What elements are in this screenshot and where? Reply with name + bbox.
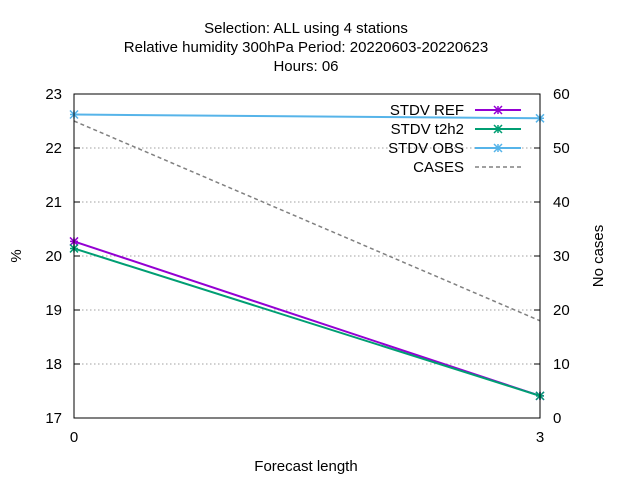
y2-axis-ticks: 0 10 20 30 40 50 60: [534, 86, 570, 427]
y-axis-label: %: [8, 249, 25, 262]
y-tick-label-20: 20: [45, 248, 62, 265]
title-line-1: Selection: ALL using 4 stations: [204, 20, 408, 37]
legend-label-stdv-t2h2: STDV t2h2: [391, 121, 464, 138]
series-lines: [69, 109, 545, 401]
x-axis-label: Forecast length: [254, 458, 357, 475]
y2-tick-label-10: 10: [553, 356, 570, 373]
y-tick-label-18: 18: [45, 356, 62, 373]
chart-title: Selection: ALL using 4 stations Relative …: [124, 20, 488, 75]
y-tick-label-23: 23: [45, 86, 62, 103]
y-tick-label-22: 22: [45, 140, 62, 157]
y2-tick-label-60: 60: [553, 86, 570, 103]
plot-frame: [73, 93, 541, 419]
series-line-stdv-ref: [73, 240, 541, 397]
x-tick-label-3: 3: [536, 429, 544, 446]
series-line-cases: [73, 120, 541, 322]
y-axis-ticks: 17 18 19 20 21 22 23: [45, 86, 80, 427]
title-line-2: Relative humidity 300hPa Period: 2022060…: [124, 39, 488, 56]
y-tick-label-19: 19: [45, 302, 62, 319]
y2-axis-label: No cases: [590, 225, 607, 288]
y2-tick-label-50: 50: [553, 140, 570, 157]
y-tick-label-21: 21: [45, 194, 62, 211]
legend-label-stdv-obs: STDV OBS: [388, 140, 464, 157]
series-line-stdv-obs: [73, 113, 541, 120]
y2-tick-label-0: 0: [553, 410, 561, 427]
y2-tick-label-20: 20: [553, 302, 570, 319]
legend-marker-stdv-t2h2: [493, 124, 503, 134]
legend: STDV REF STDV t2h2 STDV OBS CASES: [388, 102, 521, 176]
legend-marker-stdv-ref: [493, 105, 503, 115]
y2-tick-label-40: 40: [553, 194, 570, 211]
x-tick-label-0: 0: [70, 429, 78, 446]
legend-marker-stdv-obs: [493, 143, 503, 153]
title-line-3: Hours: 06: [273, 58, 338, 75]
legend-label-stdv-ref: STDV REF: [390, 102, 464, 119]
legend-label-cases: CASES: [413, 159, 464, 176]
y-tick-label-17: 17: [45, 410, 62, 427]
grid-lines: [74, 147, 540, 365]
y2-tick-label-30: 30: [553, 248, 570, 265]
series-line-stdv-t2h2: [73, 247, 541, 397]
